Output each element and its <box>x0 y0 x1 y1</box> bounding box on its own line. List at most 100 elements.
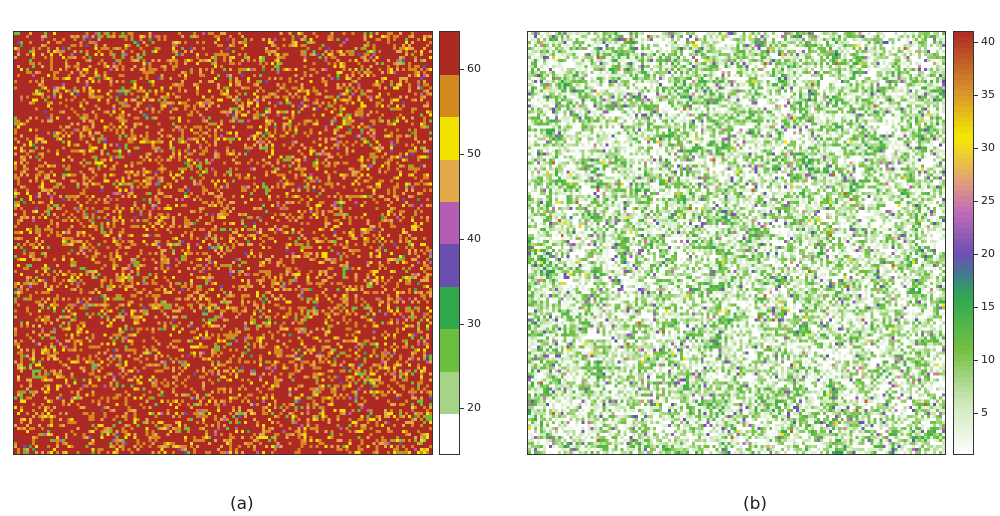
colorbar-b-band <box>954 275 973 282</box>
colorbar-b-band <box>954 138 973 144</box>
colorbar-b-band <box>954 281 973 287</box>
colorbar-a-tick <box>459 238 464 240</box>
colorbar-a-bin <box>440 244 459 287</box>
colorbar-b-band <box>954 79 973 86</box>
colorbar-b-band <box>954 334 973 340</box>
colorbar-b-band <box>954 191 973 197</box>
colorbar-b-band <box>954 206 973 213</box>
colorbar-b-band <box>954 312 973 319</box>
colorbar-b-tick <box>973 253 978 255</box>
colorbar-b-band <box>954 397 973 404</box>
colorbar-a-tick <box>459 408 464 410</box>
colorbar-b-band <box>954 32 973 38</box>
colorbar-b-tick-label: 5 <box>981 405 988 419</box>
colorbar-b-band <box>954 42 973 49</box>
colorbar-b-band <box>954 429 973 436</box>
colorbar-b-band <box>954 286 973 293</box>
colorbar-b-tick <box>973 200 978 202</box>
colorbar-b-band <box>954 164 973 171</box>
heatmap-b <box>527 31 946 455</box>
colorbar-b-band <box>954 217 973 224</box>
colorbar-b-band <box>954 116 973 123</box>
colorbar-a-tick-label: 40 <box>467 231 481 245</box>
colorbar-b-band <box>954 159 973 166</box>
colorbar-b-band <box>954 53 973 60</box>
colorbar-a-tick <box>459 323 464 325</box>
colorbar-b-band <box>954 424 973 431</box>
colorbar-b-band <box>954 392 973 399</box>
colorbar-b-band <box>954 307 973 314</box>
colorbar-b-band <box>954 63 973 70</box>
heatmap-a-cells <box>14 32 432 454</box>
colorbar-b-band <box>954 143 973 150</box>
colorbar-b-band <box>954 222 973 229</box>
colorbar-b-band <box>954 360 973 367</box>
colorbar-b-band <box>954 212 973 219</box>
colorbar-b-tick <box>973 94 978 96</box>
colorbar-b-tick-label: 15 <box>981 299 995 313</box>
colorbar-b-band <box>954 302 973 309</box>
colorbar-a-bin <box>440 159 459 203</box>
colorbar-b-band <box>954 201 973 208</box>
colorbar-b-tick <box>973 359 978 361</box>
colorbar-a-tick <box>459 69 464 71</box>
colorbar-b-tick-label: 35 <box>981 87 995 101</box>
colorbar-b-band <box>954 259 973 266</box>
colorbar-a-bin <box>440 201 459 245</box>
colorbar-b-band <box>954 196 973 203</box>
colorbar-b-tick-label: 25 <box>981 193 995 207</box>
colorbar-a-bin <box>440 74 459 118</box>
colorbar-a <box>439 31 460 455</box>
colorbar-b-band <box>954 265 973 272</box>
colorbar-b-band <box>954 238 973 245</box>
colorbar-b-band <box>954 413 973 420</box>
colorbar-a-bin <box>440 371 459 415</box>
colorbar-b-band <box>954 37 973 44</box>
colorbar-a-tick-label: 50 <box>467 146 481 160</box>
colorbar-b-band <box>954 387 973 393</box>
colorbar-b-band <box>954 58 973 65</box>
colorbar-a-bin <box>440 413 459 454</box>
colorbar-b-band <box>954 69 973 75</box>
colorbar-a-tick-label: 20 <box>467 401 481 415</box>
colorbar-a-tick-label: 60 <box>467 62 481 76</box>
colorbar-b-band <box>954 254 973 261</box>
colorbar-b-band <box>954 100 973 107</box>
heatmap-b-cells <box>528 32 945 454</box>
colorbar-a-bin <box>440 286 459 330</box>
colorbar-b-band <box>954 291 973 298</box>
colorbar-b-tick <box>973 147 978 149</box>
colorbar-b-band <box>954 85 973 91</box>
colorbar-a-bin <box>440 116 459 160</box>
colorbar-b-band <box>954 74 973 81</box>
colorbar-b-band <box>954 318 973 325</box>
caption-b: (b) <box>743 494 768 514</box>
colorbar-b <box>953 31 974 455</box>
colorbar-b-band <box>954 328 973 335</box>
colorbar-b-band <box>954 180 973 187</box>
colorbar-b-band <box>954 270 973 277</box>
colorbar-b-band <box>954 381 973 388</box>
colorbar-b-tick-label: 40 <box>981 34 995 48</box>
colorbar-b-band <box>954 175 973 181</box>
colorbar-b-band <box>954 249 973 256</box>
colorbar-b-band <box>954 434 973 441</box>
colorbar-b-band <box>954 450 973 454</box>
colorbar-b-band <box>954 371 973 378</box>
heatmap-a <box>13 31 433 455</box>
colorbar-b-band <box>954 122 973 128</box>
colorbar-b-tick <box>973 412 978 414</box>
colorbar-b-band <box>954 355 973 362</box>
colorbar-b-band <box>954 95 973 102</box>
colorbar-b-band <box>954 440 973 446</box>
colorbar-b-band <box>954 339 973 346</box>
colorbar-b-tick <box>973 41 978 43</box>
colorbar-b-band <box>954 169 973 176</box>
colorbar-b-band <box>954 403 973 409</box>
colorbar-b-band <box>954 244 973 250</box>
colorbar-b-band <box>954 323 973 330</box>
colorbar-b-band <box>954 111 973 118</box>
colorbar-b-band <box>954 408 973 415</box>
colorbar-b-tick-label: 20 <box>981 246 995 260</box>
colorbar-b-band <box>954 228 973 234</box>
